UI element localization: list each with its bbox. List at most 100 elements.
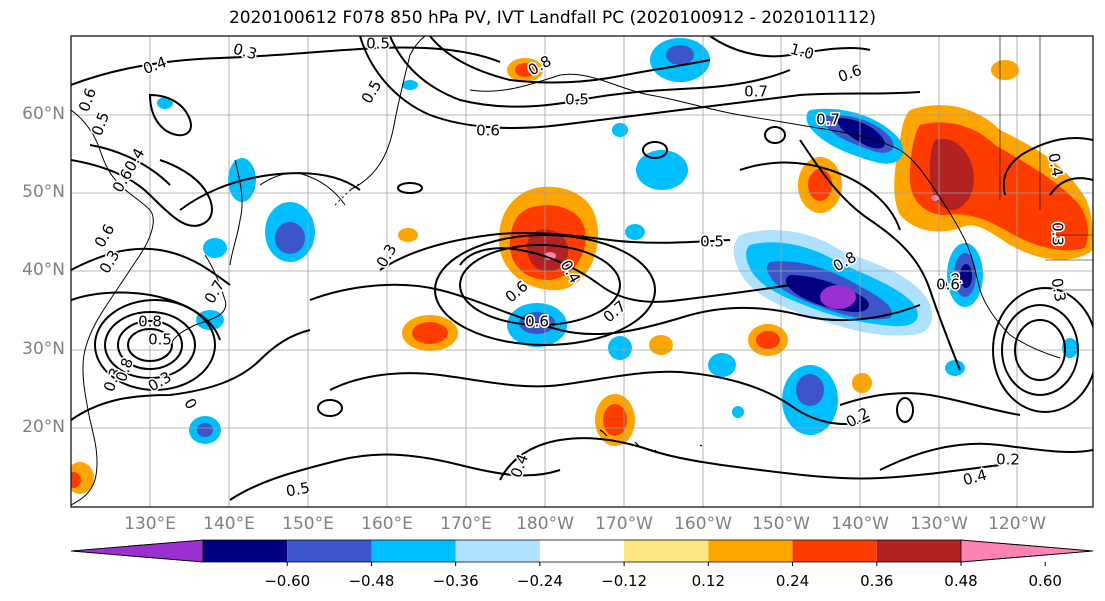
contour-label: 0.6 — [936, 276, 960, 294]
contour-line — [434, 234, 656, 346]
north-america-coastline — [469, 73, 1061, 359]
contour-line — [1014, 319, 1066, 381]
contour-line — [397, 182, 423, 194]
contour-label: 0.3 — [1049, 222, 1067, 246]
contour-line — [764, 126, 786, 144]
negative-anomaly-east-pacific — [733, 230, 933, 336]
colorbar-extend-min — [70, 539, 204, 563]
colorbar-extend-max — [960, 539, 1094, 563]
longitude-label: 160°E — [361, 514, 413, 534]
colorbar-segment — [792, 540, 877, 562]
longitude-label: 140°E — [203, 514, 255, 534]
contour-line — [89, 144, 171, 186]
colorbar-tick-label: −0.12 — [601, 572, 648, 590]
colorbar-segment — [708, 540, 793, 562]
positive-anomaly-central-pacific — [499, 186, 599, 291]
contour-line — [379, 231, 731, 271]
contour-line — [499, 437, 1001, 481]
contour-line — [359, 36, 921, 129]
longitude-label: 160°W — [674, 514, 732, 534]
contour-line — [1049, 177, 1093, 196]
contour-label: 0.3 — [1048, 277, 1070, 304]
colorbar-segment — [624, 540, 709, 562]
contour-line — [839, 392, 1021, 416]
state-borders — [1045, 234, 1093, 291]
contour-line — [317, 399, 343, 417]
contour-label: 0.8 — [138, 313, 162, 331]
pv-contours — [71, 36, 1093, 501]
contour-line — [799, 139, 961, 371]
latitude-label: 60°N — [22, 104, 65, 124]
colorbar-segment — [287, 540, 372, 562]
colorbar-tick-label: −0.48 — [348, 572, 395, 590]
latitude-label: 50°N — [22, 182, 65, 202]
shaded-anomalies — [71, 38, 1093, 494]
contour-line — [879, 442, 1093, 471]
contour-line — [389, 36, 791, 108]
contour-line — [1001, 304, 1079, 396]
latitude-label: 20°N — [22, 417, 65, 437]
sakhalin-coastline — [229, 159, 243, 266]
map-title: 2020100612 F078 850 hPa PV, IVT Landfall… — [228, 8, 876, 28]
colorbar-tick-label: 0.24 — [775, 572, 810, 590]
japan-coastline — [169, 254, 227, 346]
longitude-label: 120°W — [988, 514, 1046, 534]
kuril-coastline — [259, 172, 346, 206]
colorbar-segment — [371, 540, 456, 562]
negative-anomaly-gulf-alaska — [806, 108, 904, 164]
contour-line — [429, 36, 711, 84]
colorbar-tick-label: 0.12 — [691, 572, 726, 590]
contour-label: 0.6 — [476, 122, 500, 140]
positive-anomaly-northeast-pacific — [894, 105, 1093, 260]
contour-line — [709, 36, 871, 58]
contour-line — [94, 299, 216, 391]
contour-label: 0.5 — [366, 35, 390, 53]
contour-line — [71, 159, 213, 227]
longitude-label: 170°W — [595, 514, 653, 534]
contour-label: 0.5 — [700, 233, 724, 251]
contour-line — [739, 161, 901, 231]
contour-label: 0.7 — [744, 83, 768, 101]
longitude-label: 130°W — [910, 514, 968, 534]
colorbar-segment — [455, 540, 540, 562]
aleutian-islands — [334, 183, 360, 206]
map-frame — [70, 35, 1094, 508]
colorbar-tick-label: 0.36 — [860, 572, 894, 590]
colorbar-tick-label: −0.60 — [264, 572, 311, 590]
colorbar-tick-label: 0.48 — [944, 572, 978, 590]
longitude-label: 140°W — [831, 514, 889, 534]
contour-line — [148, 93, 192, 137]
border-lines — [999, 36, 1041, 210]
contour-label: 0.6 — [525, 313, 549, 331]
longitude-label: 170°E — [440, 514, 492, 534]
contour-line — [71, 291, 221, 341]
contour-line — [1002, 137, 1093, 196]
contour-label: 0.5 — [565, 91, 589, 109]
colorbar-segment — [203, 540, 288, 562]
latitude-label: 30°N — [22, 339, 65, 359]
colorbar-tick-label: 0.60 — [1028, 572, 1062, 590]
contour-label: 0.2 — [996, 451, 1020, 469]
colorbar-tick-label: −0.36 — [432, 572, 479, 590]
contour-line — [642, 141, 668, 159]
colorbar-segment — [876, 540, 961, 562]
longitude-label: 130°E — [124, 514, 176, 534]
contour-line — [127, 328, 173, 362]
kamchatka-coastline — [349, 36, 426, 191]
contour-line — [329, 370, 871, 426]
contour-line — [104, 311, 196, 379]
contour-label: 0.7 — [816, 111, 840, 129]
contour-line — [179, 172, 361, 211]
contour-line — [459, 247, 791, 303]
contour-line — [992, 287, 1093, 413]
positive-anomaly-small — [71, 58, 1019, 494]
contour-line — [71, 247, 231, 286]
latitude-label: 40°N — [22, 260, 65, 280]
longitude-label: 180°W — [516, 514, 574, 534]
contour-line — [896, 397, 914, 423]
longitude-label: 150°E — [282, 514, 334, 534]
colorbar — [70, 539, 1094, 566]
contour-line — [229, 453, 561, 501]
